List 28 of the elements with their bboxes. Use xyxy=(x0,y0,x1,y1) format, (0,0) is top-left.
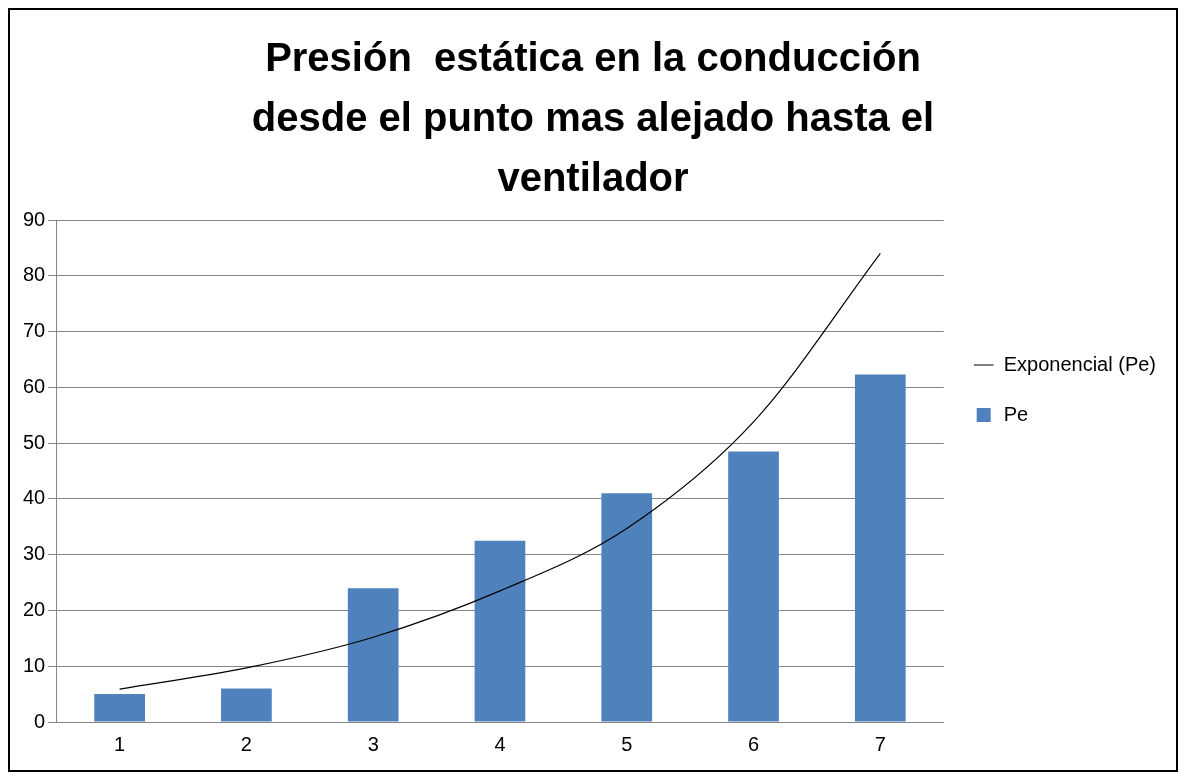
bar xyxy=(474,540,526,722)
legend-label: Pe xyxy=(1003,402,1029,425)
chart-title: Presión estática en la conducción desde el punto mas alejado hasta el ventilador xyxy=(251,35,935,200)
bar xyxy=(221,688,272,722)
bar xyxy=(601,493,653,722)
x-tick-label: 5 xyxy=(621,732,633,755)
bar xyxy=(347,588,399,722)
x-tick-label: 6 xyxy=(747,732,760,755)
y-tick-label: 0 xyxy=(34,709,46,732)
y-tick-label: 20 xyxy=(23,597,46,620)
bar xyxy=(854,374,906,722)
y-tick-label: 10 xyxy=(23,653,46,676)
y-tick-label: 80 xyxy=(23,263,46,286)
y-tick-label: 60 xyxy=(23,374,46,397)
y-tick-label: 70 xyxy=(23,319,46,342)
y-tick-label: 30 xyxy=(23,542,46,565)
line-series xyxy=(119,252,881,690)
x-tick-label: 3 xyxy=(367,732,379,755)
y-tick-label: 40 xyxy=(23,486,46,509)
x-tick-label: 1 xyxy=(114,732,126,755)
bar xyxy=(94,694,145,722)
legend-label: Exponencial (Pe) xyxy=(1003,352,1157,375)
bar xyxy=(728,451,779,722)
x-tick-label: 4 xyxy=(494,732,506,755)
x-tick-label: 7 xyxy=(874,732,886,755)
y-tick-label: 50 xyxy=(23,430,46,453)
x-tick-label: 2 xyxy=(240,732,252,755)
y-tick-label: 90 xyxy=(23,207,46,230)
